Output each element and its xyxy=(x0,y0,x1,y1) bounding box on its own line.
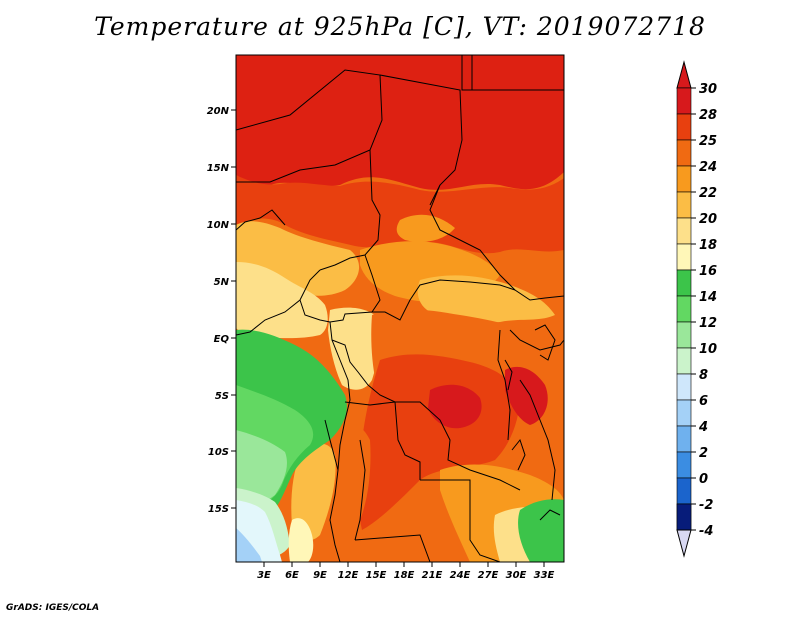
colorbar-label: 8 xyxy=(699,368,708,383)
temperature-field xyxy=(236,55,564,562)
colorbar-label: -2 xyxy=(699,498,713,513)
lat-label: 5N xyxy=(214,277,230,288)
colorbar-label: 6 xyxy=(699,394,708,409)
colorbar-label: 18 xyxy=(699,238,717,253)
lon-label: 21E xyxy=(422,570,443,581)
colorbar-label: 14 xyxy=(699,290,717,305)
colorbar-swatch xyxy=(676,243,692,271)
colorbar-label: 25 xyxy=(699,134,717,149)
colorbar-swatch xyxy=(676,295,692,323)
lat-label: EQ xyxy=(214,334,230,345)
colorbar-top-arrow xyxy=(676,60,692,89)
colorbar-swatch xyxy=(676,477,692,505)
lon-label: 30E xyxy=(506,570,527,581)
colorbar-swatch xyxy=(676,165,692,193)
colorbar-swatch xyxy=(676,217,692,245)
colorbar-label: 2 xyxy=(699,446,708,461)
colorbar-label: 20 xyxy=(699,212,717,227)
lon-label: 27E xyxy=(478,570,499,581)
colorbar-swatch xyxy=(676,269,692,297)
lat-label: 10N xyxy=(207,220,230,231)
colorbar-swatch xyxy=(676,399,692,427)
colorbar-swatch xyxy=(676,321,692,349)
lat-label: 10S xyxy=(208,447,229,458)
latitude-axis: 20N 15N 10N 5N EQ 5S 10S 15S xyxy=(207,106,236,515)
colorbar-label: 10 xyxy=(699,342,717,357)
colorbar-swatch xyxy=(676,373,692,401)
lon-label: 24E xyxy=(450,570,471,581)
colorbar-label: 0 xyxy=(699,472,708,487)
lon-label: 12E xyxy=(338,570,359,581)
colorbar-swatch xyxy=(676,87,692,115)
colorbar-swatch xyxy=(676,113,692,141)
lon-label: 3E xyxy=(257,570,271,581)
colorbar-swatch xyxy=(676,191,692,219)
colorbar-label: 22 xyxy=(699,186,717,201)
colorbar-bottom-arrow xyxy=(676,529,692,558)
colorbar-label: -4 xyxy=(699,524,713,539)
colorbar-label: 12 xyxy=(699,316,717,331)
map-frame xyxy=(235,54,565,563)
country-boundaries xyxy=(236,55,564,562)
longitude-axis: 3E 6E 9E 12E 15E 18E 21E 24E 27E 30E 33E xyxy=(257,562,555,581)
colorbar-label: 4 xyxy=(698,420,708,435)
lon-label: 9E xyxy=(313,570,327,581)
lat-label: 15S xyxy=(208,504,229,515)
colorbar-label: 24 xyxy=(699,160,717,175)
map-title: Temperature at 925hPa [C], VT: 201907271… xyxy=(94,12,706,41)
colorbar-swatch xyxy=(676,347,692,375)
colorbar-label: 30 xyxy=(699,82,717,97)
lat-label: 5S xyxy=(215,391,229,402)
lat-label: 20N xyxy=(207,106,230,117)
colorbar-swatch xyxy=(676,139,692,167)
colorbar-label: 28 xyxy=(699,108,717,123)
lon-label: 6E xyxy=(285,570,299,581)
lon-label: 18E xyxy=(394,570,415,581)
lon-label: 15E xyxy=(366,570,387,581)
colorbar-swatch xyxy=(676,451,692,479)
colorbar-swatch xyxy=(676,425,692,453)
lon-label: 33E xyxy=(534,570,555,581)
colorbar-swatch xyxy=(676,503,692,531)
colorbar-label: 16 xyxy=(699,264,717,279)
lat-label: 15N xyxy=(207,163,230,174)
footer-credit: GrADS: IGES/COLA xyxy=(6,603,100,613)
